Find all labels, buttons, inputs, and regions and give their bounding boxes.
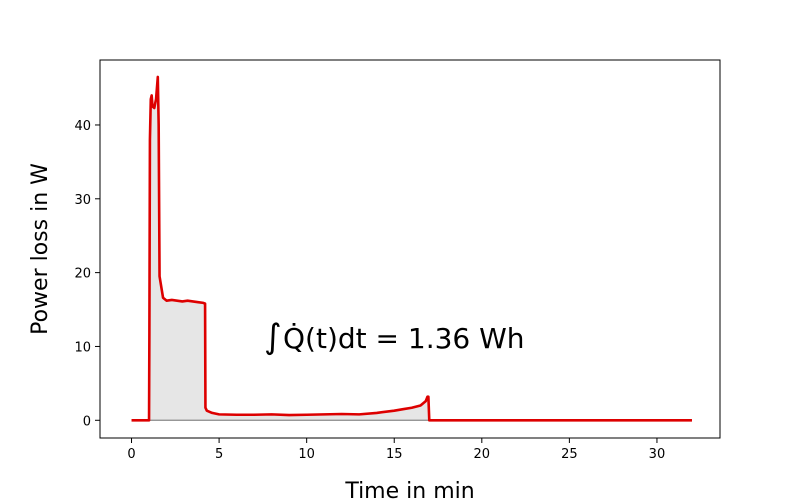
y-tick-label: 10 — [74, 340, 91, 355]
x-tick-label: 20 — [474, 447, 491, 462]
plot-frame — [99, 59, 721, 439]
x-tick-label: 5 — [215, 447, 223, 462]
x-axis-title: Time in min — [344, 479, 474, 500]
integral-annotation: ∫ Q̇(t)dt = 1.36 Wh — [264, 317, 525, 357]
integral-expression: Q̇(t)dt = 1.36 Wh — [283, 322, 525, 355]
y-tick-label: 30 — [74, 193, 91, 208]
integral-sign: ∫ — [264, 317, 282, 357]
x-tick-label: 0 — [127, 447, 135, 462]
y-tick-label: 40 — [74, 119, 91, 134]
y-tick-label: 0 — [83, 414, 91, 429]
x-tick-label: 30 — [649, 447, 666, 462]
x-tick-label: 15 — [386, 447, 403, 462]
x-tick-label: 25 — [561, 447, 578, 462]
power-loss-line — [131, 75, 692, 422]
integral-area — [149, 76, 430, 421]
x-axis: 0 5 10 15 20 25 30 — [127, 438, 665, 462]
y-axis-title: Power loss in W — [28, 163, 53, 335]
x-tick-label: 10 — [298, 447, 315, 462]
y-axis: 0 10 20 30 40 — [74, 119, 100, 429]
y-tick-label: 20 — [74, 267, 91, 282]
plot-area — [131, 75, 692, 422]
